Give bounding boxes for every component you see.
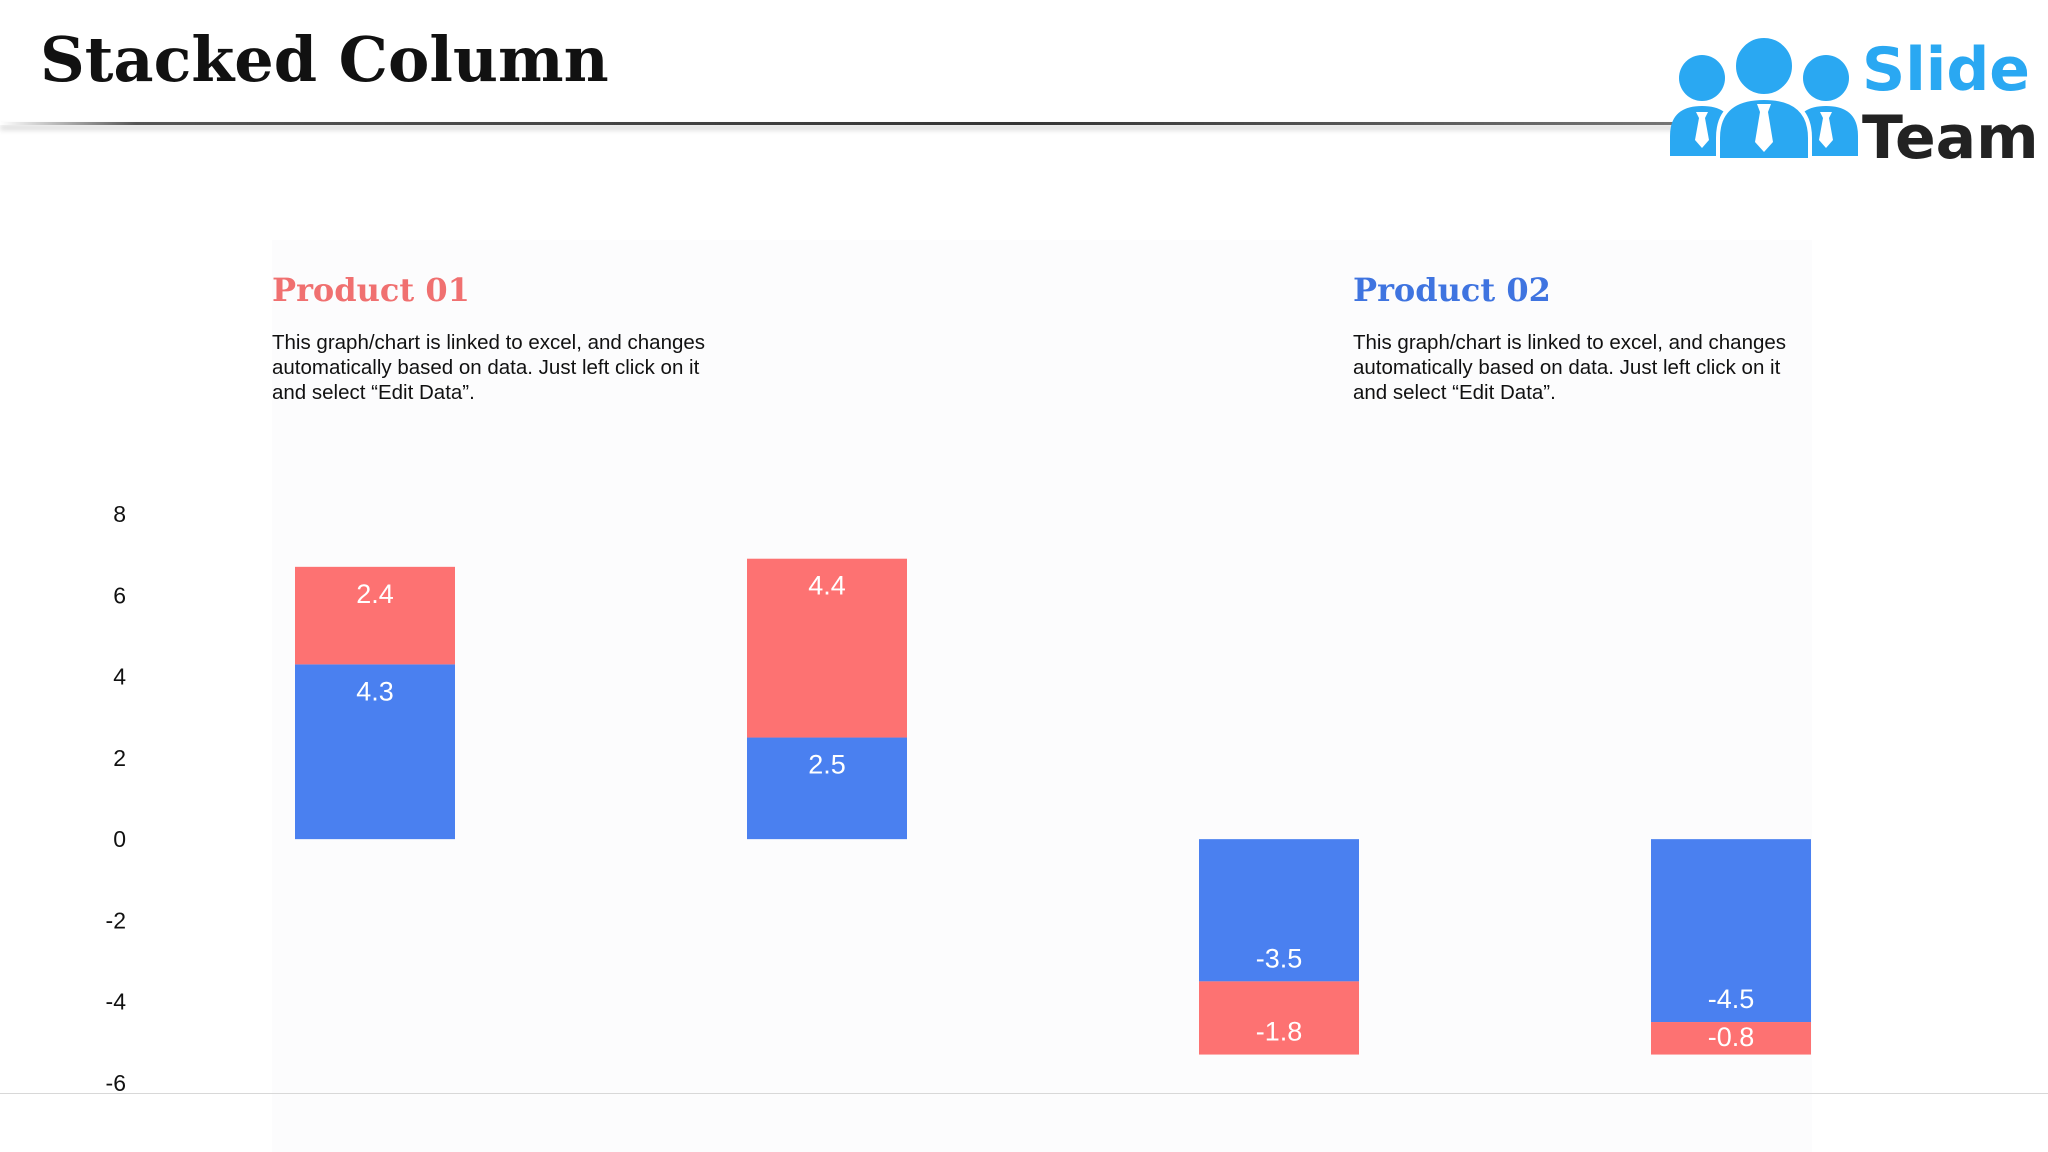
slideteam-logo: Slide Team: [1664, 28, 2039, 172]
bar-data-label: -3.5: [1256, 943, 1303, 973]
bar-segment-red: [1651, 1022, 1811, 1055]
product-01-title: Product 01: [272, 271, 470, 309]
y-tick-label: 0: [113, 826, 126, 852]
y-tick-label: 2: [113, 745, 126, 771]
bar-data-label: 4.4: [808, 571, 846, 601]
product-01-description: This graph/chart is linked to excel, and…: [272, 331, 706, 404]
y-tick-label: -6: [106, 1070, 126, 1096]
logo-text-team: Team: [1862, 103, 2039, 173]
bar-segment-blue: [1199, 839, 1359, 982]
bar-data-label: 4.3: [356, 676, 394, 706]
bar-data-label: 2.5: [808, 750, 846, 780]
y-tick-label: -4: [106, 989, 127, 1015]
bar-segment-red: [1199, 981, 1359, 1055]
logo-text-slide: Slide: [1862, 35, 2030, 105]
bar-segment-red: [295, 566, 455, 665]
bar-data-label: -4.5: [1708, 984, 1755, 1014]
header-divider: [0, 122, 1700, 125]
product-02-description: This graph/chart is linked to excel, and…: [1353, 331, 1787, 404]
product-02-title: Product 02: [1353, 271, 1551, 309]
bar-segment-red: [747, 558, 907, 738]
bar-data-label: 2.4: [356, 579, 394, 609]
footer-divider: [0, 1093, 2048, 1094]
chart-background: [272, 240, 1812, 1152]
y-tick-label: -2: [106, 907, 126, 933]
bar-segment-blue: [747, 737, 907, 840]
bar-data-label: -1.8: [1256, 1017, 1303, 1047]
people-icon: [1670, 34, 1858, 162]
bar-segment-blue: [295, 664, 455, 840]
slide-title: Stacked Column: [40, 23, 609, 96]
y-tick-label: 4: [113, 664, 126, 690]
y-tick-label: 6: [113, 582, 126, 608]
bar-segment-blue: [1651, 839, 1811, 1023]
y-tick-label: 8: [113, 501, 126, 527]
bar-data-label: -0.8: [1708, 1022, 1755, 1052]
